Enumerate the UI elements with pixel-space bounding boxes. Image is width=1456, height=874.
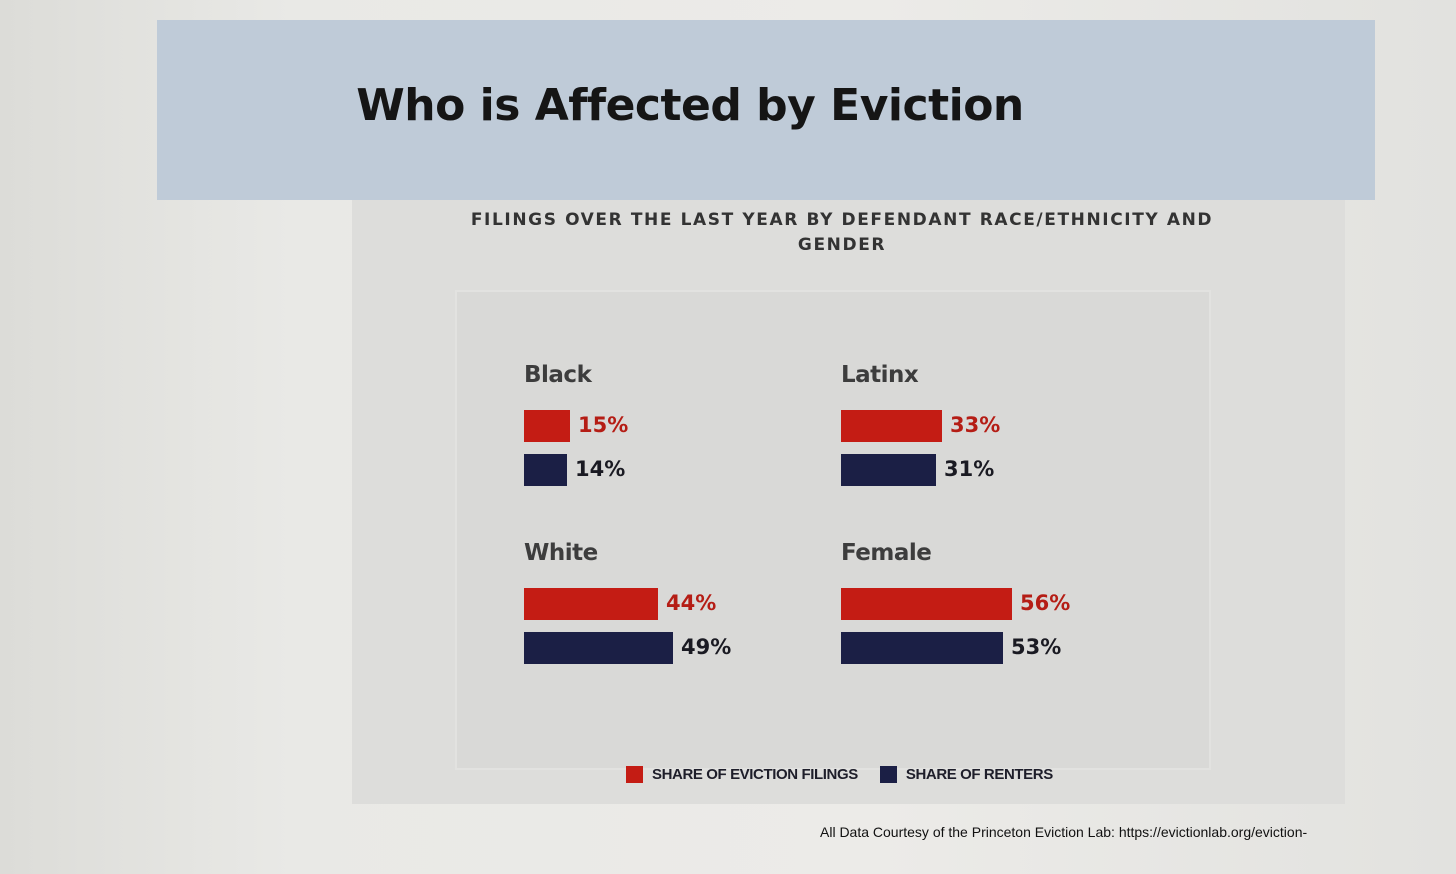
group-label-black: Black — [524, 362, 592, 388]
bar-white-filings — [524, 588, 658, 620]
value-label-white-filings: 44% — [666, 591, 717, 615]
value-label-female-filings: 56% — [1020, 591, 1071, 615]
value-label-black-renters: 14% — [575, 457, 626, 481]
data-credit: All Data Courtesy of the Princeton Evict… — [820, 824, 1308, 840]
bar-black-filings — [524, 410, 570, 442]
bar-latinx-filings — [841, 410, 942, 442]
title-band — [157, 20, 1375, 200]
bar-female-renters — [841, 632, 1003, 664]
legend-item-filings: SHARE OF EVICTION FILINGS — [626, 765, 858, 783]
group-label-white: White — [524, 540, 598, 566]
bar-female-filings — [841, 588, 1012, 620]
chart-subtitle: FILINGS OVER THE LAST YEAR BY DEFENDANT … — [470, 210, 1214, 255]
value-label-black-filings: 15% — [578, 413, 629, 437]
legend-item-renters: SHARE OF RENTERS — [879, 765, 1053, 783]
value-label-female-renters: 53% — [1011, 635, 1062, 659]
bar-white-renters — [524, 632, 673, 664]
value-label-latinx-renters: 31% — [944, 457, 995, 481]
slide-title: Who is Affected by Eviction — [356, 80, 1024, 131]
legend-label-filings: SHARE OF EVICTION FILINGS — [652, 765, 858, 783]
bar-black-renters — [524, 454, 567, 486]
legend-swatch-filings — [626, 765, 643, 783]
value-label-white-renters: 49% — [681, 635, 732, 659]
legend-swatch-renters — [879, 765, 897, 783]
legend-label-renters: SHARE OF RENTERS — [905, 765, 1053, 783]
bar-latinx-renters — [841, 454, 936, 486]
chart-legend: SHARE OF EVICTION FILINGS SHARE OF RENTE… — [626, 762, 1075, 786]
group-label-latinx: Latinx — [841, 362, 919, 388]
chart-plot-area — [455, 290, 1211, 770]
value-label-latinx-filings: 33% — [950, 413, 1001, 437]
group-label-female: Female — [841, 540, 932, 566]
